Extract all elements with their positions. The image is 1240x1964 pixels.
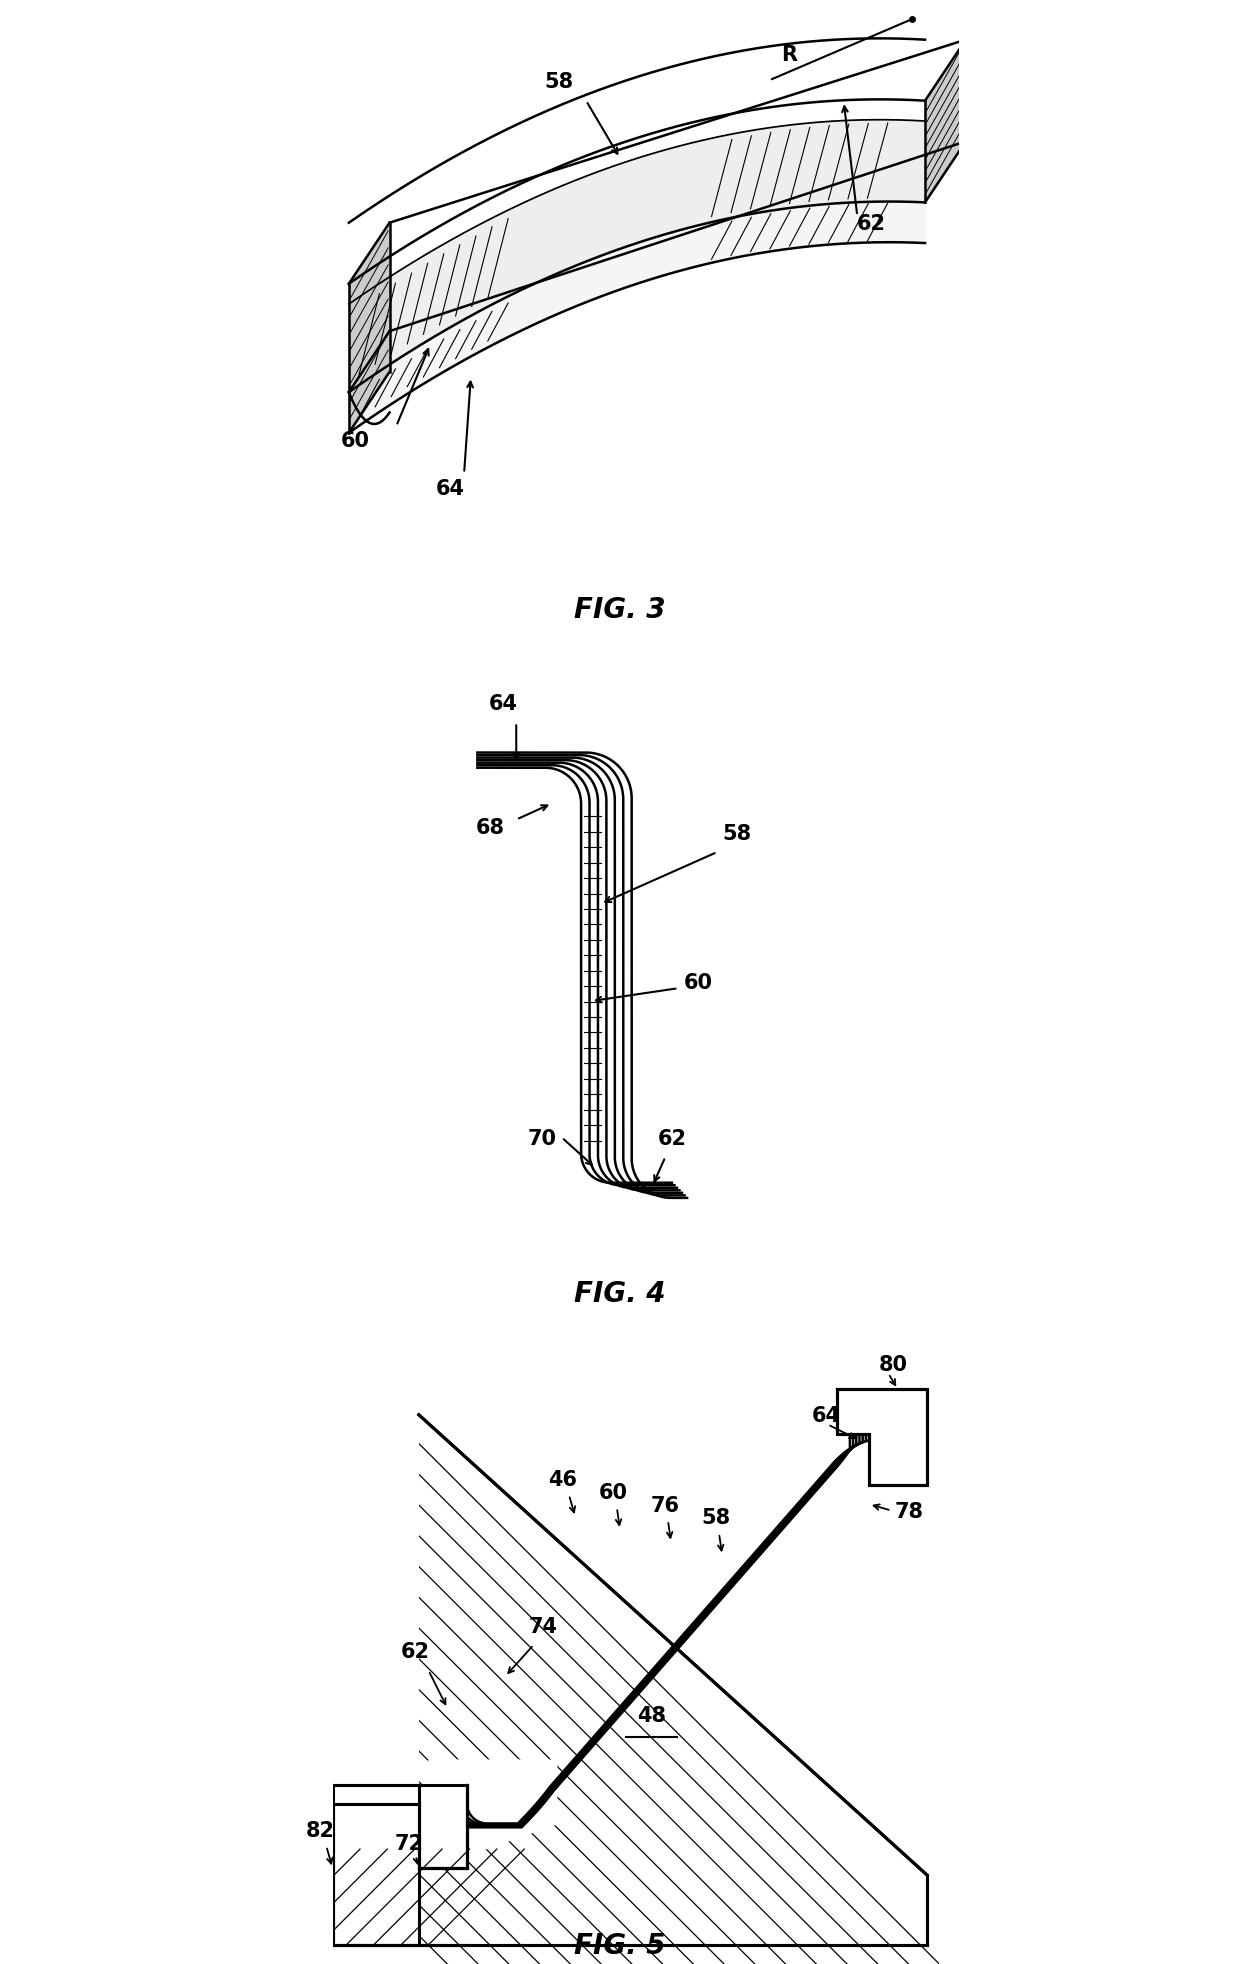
Text: FIG. 3: FIG. 3 <box>574 595 666 625</box>
Text: 62: 62 <box>402 1642 430 1662</box>
Polygon shape <box>925 41 966 202</box>
Polygon shape <box>419 1414 926 1944</box>
Text: 80: 80 <box>879 1355 908 1375</box>
Polygon shape <box>332 1785 466 1944</box>
Polygon shape <box>837 1389 926 1485</box>
Polygon shape <box>294 1772 332 1964</box>
Text: 60: 60 <box>683 972 712 992</box>
Polygon shape <box>300 1326 419 1964</box>
Text: 58: 58 <box>722 823 751 845</box>
Text: R: R <box>781 45 797 65</box>
Text: 62: 62 <box>657 1127 687 1149</box>
Text: 72: 72 <box>394 1832 424 1854</box>
Text: 48: 48 <box>637 1705 666 1726</box>
Text: 64: 64 <box>489 693 518 715</box>
Text: 60: 60 <box>341 432 370 452</box>
Text: 64: 64 <box>812 1406 841 1426</box>
Polygon shape <box>348 224 389 434</box>
Text: 76: 76 <box>650 1495 680 1514</box>
Text: 62: 62 <box>857 214 885 234</box>
Text: FIG. 5: FIG. 5 <box>574 1931 666 1958</box>
Text: 64: 64 <box>436 479 465 499</box>
Text: 82: 82 <box>305 1821 335 1840</box>
Text: 78: 78 <box>894 1500 924 1522</box>
Text: 70: 70 <box>528 1127 557 1149</box>
Text: 74: 74 <box>529 1616 558 1636</box>
Polygon shape <box>300 1326 926 1874</box>
Text: 60: 60 <box>599 1483 629 1502</box>
Polygon shape <box>837 1389 926 1485</box>
Polygon shape <box>332 1785 466 1944</box>
Text: 46: 46 <box>548 1469 577 1489</box>
Text: 58: 58 <box>544 73 574 92</box>
Text: 58: 58 <box>702 1508 730 1528</box>
Text: 68: 68 <box>476 817 505 837</box>
Text: FIG. 4: FIG. 4 <box>574 1279 666 1308</box>
